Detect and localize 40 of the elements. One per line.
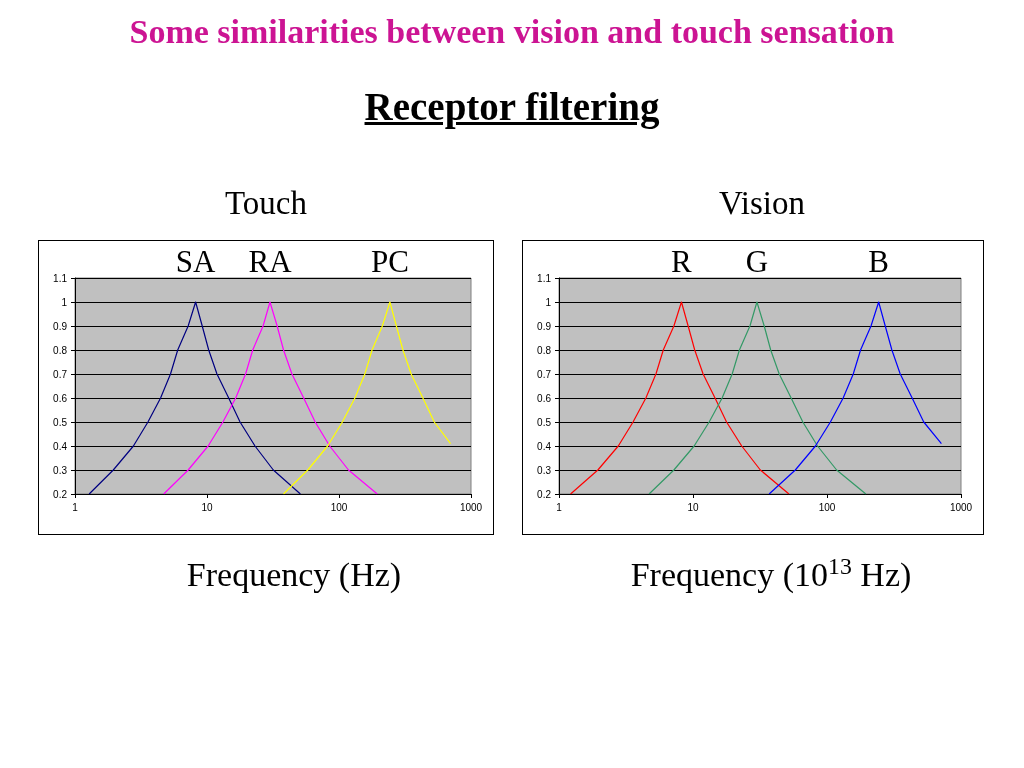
chart-title: Vision <box>718 184 806 223</box>
y-tick-label: 0.7 <box>53 368 68 380</box>
y-tick-label: 0.3 <box>537 464 552 476</box>
series-label: R <box>671 243 693 279</box>
y-tick-label: 0.5 <box>53 416 68 428</box>
x-axis-title: Frequency (Hz) <box>185 555 403 595</box>
x-tick-label: 1000 <box>459 501 483 513</box>
x-tick-label: 100 <box>330 501 348 513</box>
x-axis-title: Frequency (10$^{13}$ Hz) <box>629 552 913 595</box>
y-tick-label: 0.8 <box>537 344 552 356</box>
x-tick-label: 10 <box>687 501 699 513</box>
series-label: G <box>745 243 769 279</box>
x-tick-label: 1 <box>72 501 79 513</box>
y-tick-label: 1.1 <box>537 272 552 284</box>
y-tick-label: 0.4 <box>537 440 552 452</box>
series-label: SA <box>175 243 217 279</box>
y-tick-label: 0.6 <box>537 392 552 404</box>
y-tick-label: 0.5 <box>537 416 552 428</box>
x-tick-label: 10 <box>201 501 213 513</box>
x-tick-label: 1000 <box>949 501 973 513</box>
x-tick-label: 100 <box>818 501 836 513</box>
y-tick-label: 0.2 <box>53 488 68 500</box>
y-tick-label: 0.9 <box>537 320 552 332</box>
y-tick-label: 0.4 <box>53 440 68 452</box>
text: Some similarities between vision and touch sensation <box>129 13 895 50</box>
y-tick-label: 0.2 <box>537 488 552 500</box>
y-tick-label: 1.1 <box>53 272 68 284</box>
y-tick-label: 1 <box>61 296 68 308</box>
series-label: PC <box>370 243 409 279</box>
y-tick-label: 0.7 <box>537 368 552 380</box>
series-label: B <box>868 243 890 279</box>
text: Receptor filtering <box>364 85 660 128</box>
x-tick-label: 1 <box>556 501 563 513</box>
y-tick-label: 1 <box>545 296 552 308</box>
y-tick-label: 0.9 <box>53 320 68 332</box>
y-tick-label: 0.8 <box>53 344 68 356</box>
y-tick-label: 0.3 <box>53 464 68 476</box>
y-tick-label: 0.6 <box>53 392 68 404</box>
series-label: RA <box>248 243 293 279</box>
chart-title: Touch <box>224 184 308 223</box>
